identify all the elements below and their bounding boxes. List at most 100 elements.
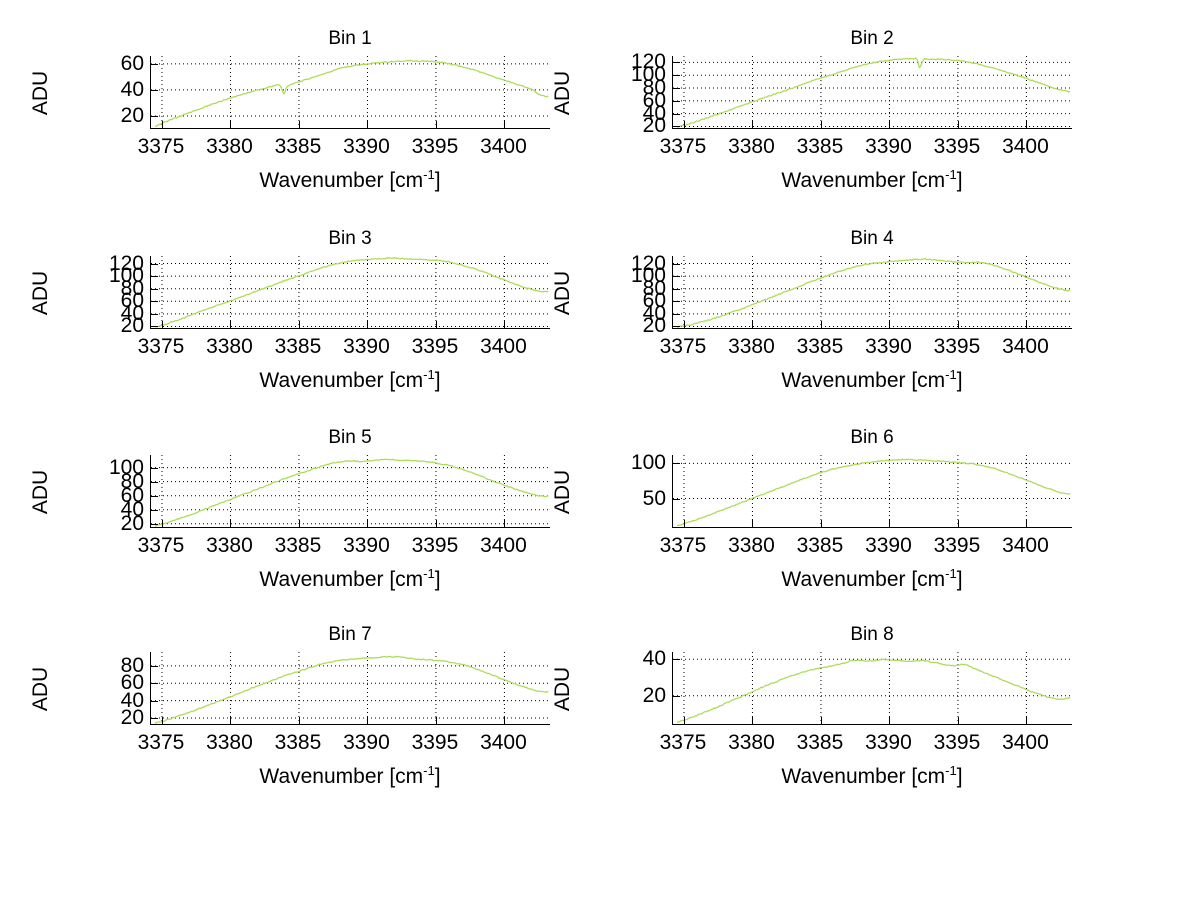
y-tick-mark xyxy=(151,495,158,497)
panel-title: Bin 4 xyxy=(850,228,894,249)
gridlines xyxy=(151,56,551,129)
y-axis-label: ADU xyxy=(551,666,574,711)
subplot-panel: Bin 7 20 40 60 80 3375 3380 3385 3390 3395 3400 ADU… xyxy=(0,624,551,847)
panel-title: Bin 6 xyxy=(850,427,894,448)
plot-svg xyxy=(673,652,1073,725)
x-tick-label: 3390 xyxy=(865,731,912,754)
x-tick-label: 3380 xyxy=(206,534,253,557)
x-axis-label-exponent: -1 xyxy=(945,167,957,182)
plot-svg xyxy=(673,56,1073,129)
x-tick-label: 3375 xyxy=(659,534,707,557)
y-tick-label: 40 xyxy=(120,688,144,712)
y-tick-label: 80 xyxy=(120,653,144,677)
x-tick-label: 3385 xyxy=(796,335,844,358)
y-tick-label: 100 xyxy=(630,63,666,87)
x-tick-mark xyxy=(752,717,754,724)
x-tick-mark xyxy=(752,121,754,128)
x-axis-label-exponent: -1 xyxy=(423,167,435,182)
x-tick-mark xyxy=(161,717,163,724)
gridlines xyxy=(673,455,1073,528)
subplot-panel: Bin 2 20 40 60 80 100 120 3375 3380 3385 3390 3395 3… xyxy=(522,28,1073,251)
plot-svg xyxy=(151,455,551,528)
x-tick-label: 3385 xyxy=(796,534,844,557)
x-axis-label: Wavenumber [cm-1] xyxy=(150,167,550,193)
x-tick-mark xyxy=(889,520,891,527)
y-axis-label: ADU xyxy=(29,469,52,514)
spectrum-trace xyxy=(676,658,1071,723)
x-tick-label: 3385 xyxy=(274,135,322,158)
x-tick-mark xyxy=(298,520,300,527)
y-tick-label: 60 xyxy=(120,483,144,507)
y-tick-label: 80 xyxy=(642,276,666,300)
x-tick-label: 3400 xyxy=(480,135,527,158)
x-tick-label: 3375 xyxy=(659,335,707,358)
x-axis-label: Wavenumber [cm-1] xyxy=(150,566,550,592)
x-tick-mark xyxy=(1026,121,1028,128)
x-tick-mark xyxy=(504,520,506,527)
x-tick-mark xyxy=(957,520,959,527)
x-tick-label: 3395 xyxy=(411,731,459,754)
subplot-panel: Bin 5 20 40 60 80 100 3375 3380 3385 3390 3395 3400… xyxy=(0,427,551,650)
y-tick-label: 60 xyxy=(642,289,666,313)
y-tick-mark xyxy=(151,665,158,667)
gridlines xyxy=(673,56,1073,129)
x-axis-label-bracket: ] xyxy=(956,568,963,591)
y-tick-label: 120 xyxy=(108,251,144,275)
y-tick-label: 120 xyxy=(630,50,666,74)
x-axis-label-bracket: ] xyxy=(956,369,963,392)
x-tick-mark xyxy=(230,520,232,527)
x-tick-label: 3375 xyxy=(137,335,185,358)
y-tick-mark xyxy=(151,467,158,469)
y-tick-label: 60 xyxy=(642,88,666,112)
x-tick-mark xyxy=(1026,717,1028,724)
panel-title: Bin 8 xyxy=(850,624,894,645)
y-tick-label: 20 xyxy=(120,511,144,535)
x-tick-label: 3395 xyxy=(933,731,981,754)
x-tick-label: 3395 xyxy=(411,135,459,158)
x-tick-mark xyxy=(820,717,822,724)
x-axis-label-exponent: -1 xyxy=(423,763,435,778)
x-axis-label-bracket: ] xyxy=(434,169,441,192)
x-axis-label-exponent: -1 xyxy=(423,566,435,581)
plot-area xyxy=(150,455,551,528)
y-tick-mark xyxy=(673,326,680,328)
x-axis-label-text: Wavenumber [cm xyxy=(259,169,424,192)
gridlines xyxy=(151,455,551,528)
y-tick-label: 40 xyxy=(642,301,666,325)
x-tick-mark xyxy=(683,717,685,724)
x-tick-mark xyxy=(683,321,685,328)
x-tick-label: 3380 xyxy=(728,335,775,358)
x-tick-mark xyxy=(820,321,822,328)
plot-svg xyxy=(151,56,551,129)
x-tick-label: 3380 xyxy=(728,731,775,754)
plot-area xyxy=(150,652,551,725)
x-tick-label: 3395 xyxy=(411,335,459,358)
spectrum-trace xyxy=(154,655,549,725)
x-tick-label: 3375 xyxy=(137,135,185,158)
subplot-panel: Bin 3 20 40 60 80 100 120 3375 3380 3385 3390 3395 3… xyxy=(0,228,551,451)
x-tick-label: 3400 xyxy=(480,335,527,358)
x-axis-label: Wavenumber [cm-1] xyxy=(672,167,1072,193)
y-tick-mark xyxy=(673,100,680,102)
y-tick-mark xyxy=(151,115,158,117)
x-tick-label: 3400 xyxy=(480,534,527,557)
x-axis-label-bracket: ] xyxy=(956,169,963,192)
y-tick-mark xyxy=(151,63,158,65)
y-tick-label: 50 xyxy=(642,486,666,510)
x-tick-mark xyxy=(161,121,163,128)
x-tick-mark xyxy=(435,321,437,328)
x-tick-label: 3400 xyxy=(1002,534,1049,557)
x-tick-label: 3390 xyxy=(865,534,912,557)
y-axis-label: ADU xyxy=(29,70,52,115)
y-tick-mark xyxy=(673,313,680,315)
y-tick-mark xyxy=(151,288,158,290)
y-tick-mark xyxy=(151,481,158,483)
x-tick-mark xyxy=(298,121,300,128)
y-tick-mark xyxy=(151,718,158,720)
x-tick-mark xyxy=(230,717,232,724)
x-tick-mark xyxy=(298,717,300,724)
subplot-panel: Bin 6 50 100 3375 3380 3385 3390 3395 3400 ADU Wav… xyxy=(522,427,1073,650)
subplot-panel: Bin 1 20 40 60 3375 3380 3385 3390 3395 3400 ADU Wa… xyxy=(0,28,551,251)
spectrum-trace xyxy=(676,258,1071,329)
subplot-panel: Bin 4 20 40 60 80 100 120 3375 3380 3385 3390 3395 3… xyxy=(522,228,1073,451)
